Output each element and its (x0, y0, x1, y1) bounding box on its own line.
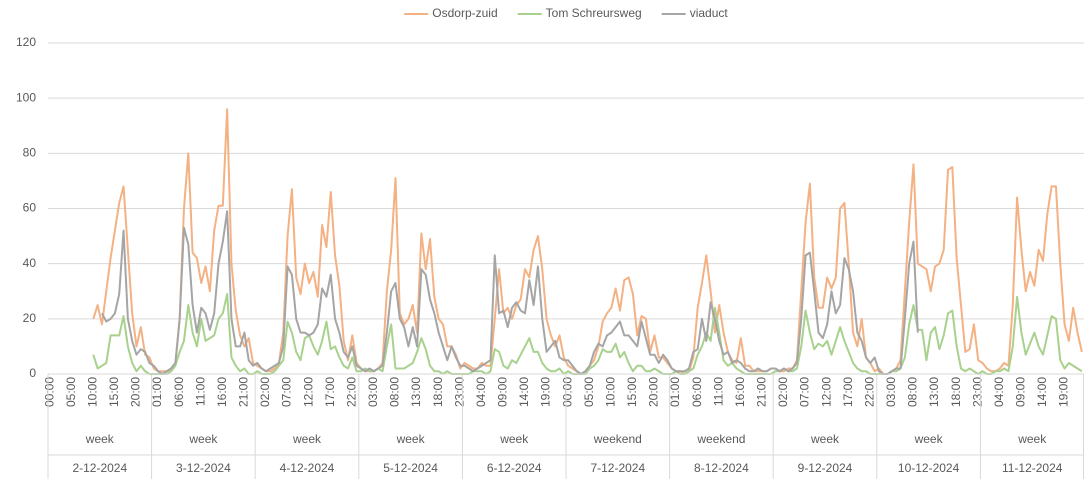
x-tick-label: 02:00 (258, 377, 272, 407)
x-tick-label: 06:00 (690, 377, 704, 407)
day-label: 3-12-2024 (176, 461, 231, 475)
x-tick-label: 22:00 (344, 377, 358, 407)
x-tick-label: 16:00 (733, 377, 747, 407)
x-tick-label: 15:00 (107, 377, 121, 407)
x-tick-label: 21:00 (755, 377, 769, 407)
y-tick-label: 100 (16, 90, 36, 104)
x-tick-label: 07:00 (280, 377, 294, 407)
x-tick-label: 23:00 (452, 377, 466, 407)
day-label: 2-12-2024 (72, 461, 127, 475)
x-tick-label: 20:00 (647, 377, 661, 407)
legend-label: Tom Schreursweg (546, 6, 642, 20)
period-label: week (292, 432, 322, 446)
period-label: week (1017, 432, 1047, 446)
period-label: week (914, 432, 944, 446)
y-tick-label: 20 (23, 311, 37, 325)
x-tick-label: 13:00 (927, 377, 941, 407)
x-tick-label: 06:00 (172, 377, 186, 407)
x-tick-label: 10:00 (603, 377, 617, 407)
x-tick-label: 20:00 (129, 377, 143, 407)
day-label: 8-12-2024 (694, 461, 749, 475)
y-tick-label: 60 (23, 201, 37, 215)
x-tick-label: 14:00 (517, 377, 531, 407)
x-tick-label: 03:00 (366, 377, 380, 407)
legend: Osdorp-zuid Tom Schreursweg viaduct (404, 6, 728, 20)
day-label: 5-12-2024 (383, 461, 438, 475)
x-tick-label: 16:00 (215, 377, 229, 407)
x-tick-label: 12:00 (819, 377, 833, 407)
x-tick-label: 11:00 (711, 377, 725, 406)
x-tick-label: 13:00 (409, 377, 423, 407)
x-tick-label: 00:00 (42, 377, 56, 407)
x-tick-label: 18:00 (431, 377, 445, 407)
x-tick-label: 03:00 (884, 377, 898, 407)
x-tick-label: 17:00 (323, 377, 337, 407)
day-label: 9-12-2024 (798, 461, 853, 475)
y-tick-label: 40 (23, 256, 37, 270)
series-line (92, 108, 1083, 375)
y-tick-label: 80 (23, 146, 37, 160)
x-tick-label: 17:00 (841, 377, 855, 407)
period-label: week (188, 432, 218, 446)
x-tick-label: 02:00 (776, 377, 790, 407)
x-tick-label: 21:00 (237, 377, 251, 407)
x-tick-label: 01:00 (668, 377, 682, 407)
period-label: week (810, 432, 840, 446)
x-tick-label: 19:00 (539, 377, 553, 407)
period-label: weekend (593, 432, 642, 446)
x-tick-label: 23:00 (970, 377, 984, 407)
x-tick-label: 10:00 (85, 377, 99, 407)
x-tick-label: 05:00 (582, 377, 596, 407)
x-tick-label: 19:00 (1057, 377, 1071, 407)
x-tick-label: 04:00 (474, 377, 488, 407)
x-tick-label: 04:00 (992, 377, 1006, 407)
x-tick-label: 05:00 (64, 377, 78, 407)
x-tick-label: 00:00 (560, 377, 574, 407)
series-line (101, 210, 919, 375)
day-label: 7-12-2024 (590, 461, 645, 475)
x-tick-label: 11:00 (193, 377, 207, 406)
period-label: week (396, 432, 426, 446)
legend-label: viaduct (690, 6, 729, 20)
x-tick-label: 09:00 (1014, 377, 1028, 407)
x-tick-label: 01:00 (150, 377, 164, 407)
period-label: week (499, 432, 529, 446)
day-label: 11-12-2024 (1002, 461, 1063, 475)
day-label: 4-12-2024 (280, 461, 335, 475)
series-line (92, 293, 1083, 375)
x-tick-label: 08:00 (906, 377, 920, 407)
x-tick-label: 08:00 (388, 377, 402, 407)
day-label: 6-12-2024 (487, 461, 542, 475)
x-tick-label: 18:00 (949, 377, 963, 407)
period-label: weekend (696, 432, 745, 446)
x-tick-label: 22:00 (862, 377, 876, 407)
x-tick-label: 14:00 (1035, 377, 1049, 407)
legend-label: Osdorp-zuid (432, 6, 497, 20)
x-tick-label: 15:00 (625, 377, 639, 407)
period-label: week (85, 432, 115, 446)
x-tick-label: 09:00 (496, 377, 510, 407)
y-tick-label: 0 (29, 366, 36, 380)
x-tick-label: 07:00 (798, 377, 812, 407)
y-tick-label: 120 (16, 35, 36, 49)
day-label: 10-12-2024 (898, 461, 960, 475)
x-tick-label: 12:00 (301, 377, 315, 407)
